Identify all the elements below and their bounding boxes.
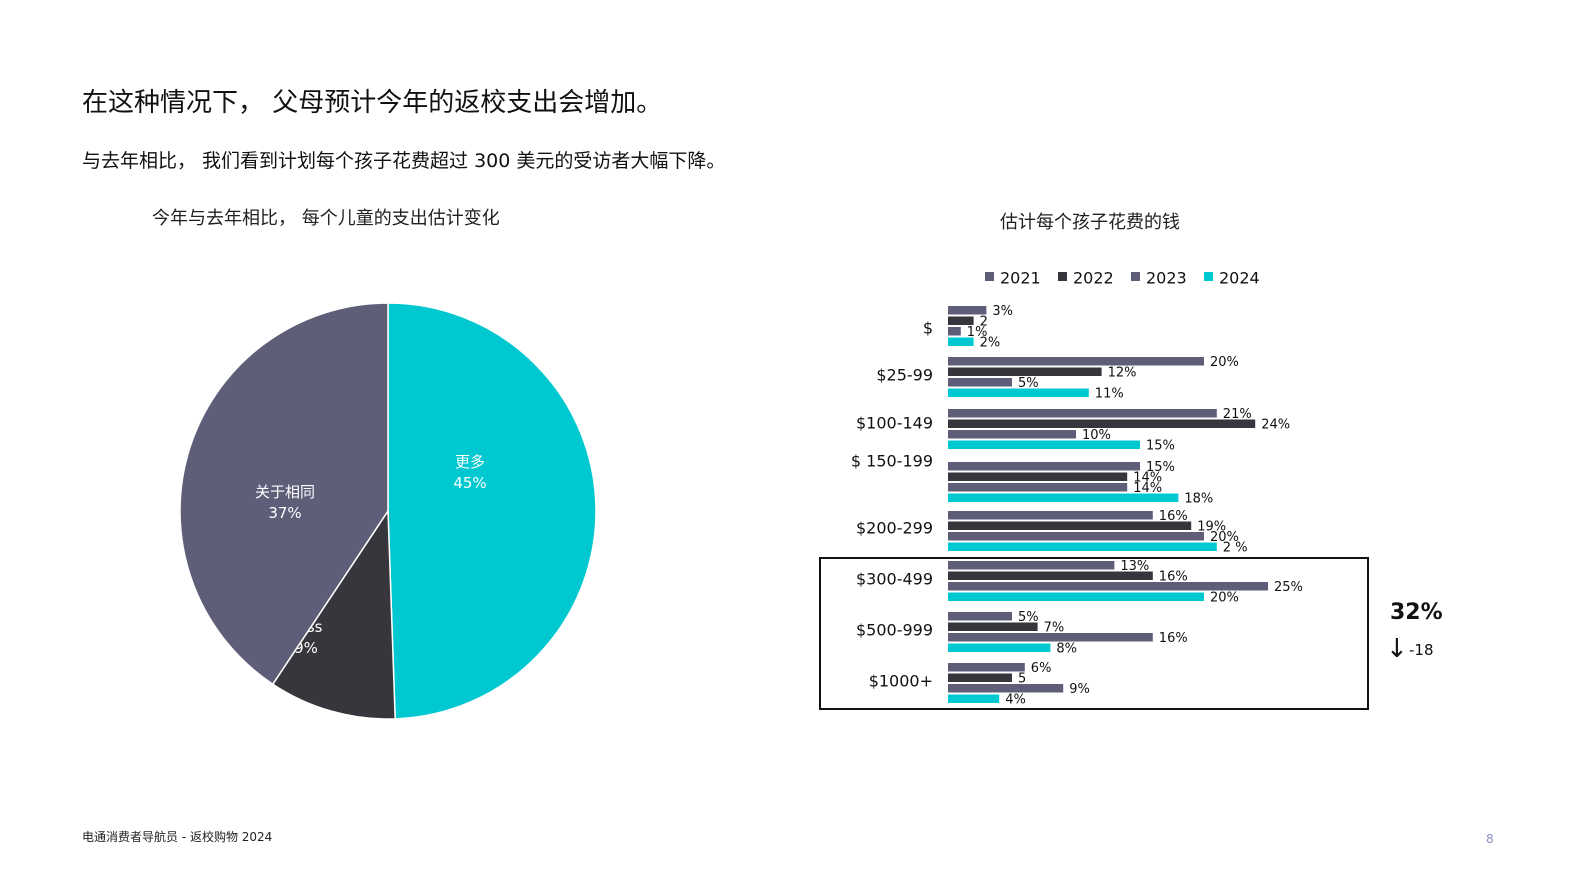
bar-value-label: 13% bbox=[1120, 559, 1149, 574]
legend-swatch bbox=[1058, 272, 1067, 281]
category-label: $500-999 bbox=[856, 621, 933, 640]
callout-change: -18 bbox=[1409, 641, 1434, 659]
pie-slice bbox=[271, 508, 396, 720]
down-arrow-icon: ↓ bbox=[1386, 634, 1408, 664]
bar bbox=[948, 483, 1128, 492]
bar-value-label: 10% bbox=[1082, 428, 1111, 443]
bar bbox=[948, 440, 1140, 449]
pie-slice bbox=[179, 302, 389, 686]
legend-label: 2022 bbox=[1073, 269, 1114, 288]
bar-value-label: 11% bbox=[1095, 386, 1124, 401]
bar-value-label: 16% bbox=[1159, 509, 1188, 524]
bar bbox=[948, 643, 1051, 652]
pie-slice bbox=[387, 302, 597, 720]
category-label: $1000+ bbox=[869, 672, 933, 691]
bar-value-label: 20% bbox=[1210, 530, 1239, 545]
bar bbox=[948, 663, 1025, 672]
bar-chart-title: 估计每个孩子花费的钱 bbox=[1000, 212, 1180, 233]
category-label: $100-149 bbox=[856, 414, 933, 433]
bar bbox=[948, 633, 1153, 642]
pie-chart-title: 今年与去年相比， 每个儿童的支出估计变化 bbox=[152, 208, 500, 229]
bar bbox=[948, 571, 1153, 580]
legend-swatch bbox=[985, 272, 994, 281]
highlight-box bbox=[819, 557, 1369, 710]
footer-text: 电通消费者导航员 - 返校购物 2024 bbox=[82, 830, 273, 844]
legend-label: 2021 bbox=[1000, 269, 1041, 288]
bar-value-label: 2 % bbox=[1223, 540, 1248, 555]
pie-slice-label: 更多 bbox=[455, 453, 485, 471]
bar bbox=[948, 622, 1038, 631]
bar bbox=[948, 561, 1115, 570]
bar-value-label: 16% bbox=[1159, 631, 1188, 646]
bar bbox=[948, 511, 1153, 520]
legend-label: 2024 bbox=[1219, 269, 1260, 288]
bar-value-label: 5% bbox=[1018, 376, 1039, 391]
bar-value-label: 9% bbox=[1069, 682, 1090, 697]
bar bbox=[948, 430, 1076, 439]
bar-value-label: 20% bbox=[1210, 355, 1239, 370]
bar-value-label: 12% bbox=[1108, 365, 1137, 380]
bar bbox=[948, 582, 1268, 591]
bar-value-label: 5 bbox=[1018, 671, 1026, 686]
bar bbox=[948, 612, 1012, 621]
pie-slice-value: 45% bbox=[453, 474, 486, 492]
bar bbox=[948, 694, 1000, 703]
bar-value-label: 21% bbox=[1223, 407, 1252, 422]
bar-value-label: 2% bbox=[980, 335, 1001, 350]
bar bbox=[948, 542, 1217, 551]
bar-value-label: 14% bbox=[1133, 481, 1162, 496]
bar bbox=[948, 521, 1192, 530]
bar-value-label: 5% bbox=[1018, 610, 1039, 625]
bar-value-label: 4% bbox=[1005, 692, 1026, 707]
bar bbox=[948, 493, 1179, 502]
bar bbox=[948, 316, 974, 325]
bar bbox=[948, 462, 1140, 471]
legend-label: 2023 bbox=[1146, 269, 1187, 288]
bar bbox=[948, 532, 1204, 541]
legend-swatch bbox=[1131, 272, 1140, 281]
bar bbox=[948, 592, 1204, 601]
page-number: 8 bbox=[1486, 832, 1494, 846]
category-label: $25-99 bbox=[876, 366, 933, 385]
bar bbox=[948, 409, 1217, 418]
pie-slice-label: 关于相同 bbox=[255, 483, 315, 501]
bar-value-label: 1% bbox=[967, 325, 988, 340]
bar-value-label: 8% bbox=[1056, 641, 1077, 656]
pie-slice-value: 37% bbox=[268, 504, 301, 522]
bar-value-label: 25% bbox=[1274, 580, 1303, 595]
bar bbox=[948, 337, 974, 346]
bar bbox=[948, 306, 987, 315]
bar bbox=[948, 673, 1012, 682]
bar bbox=[948, 684, 1064, 693]
bar-value-label: 15% bbox=[1146, 460, 1175, 475]
bar-value-label: 2 bbox=[980, 314, 988, 329]
category-label: $ 150-199 bbox=[851, 452, 933, 471]
bar-value-label: 14% bbox=[1133, 470, 1162, 485]
bar bbox=[948, 388, 1089, 397]
page-title: 在这种情况下， 父母预计今年的返校支出会增加。 bbox=[82, 88, 663, 118]
page-subtitle: 与去年相比， 我们看到计划每个孩子花费超过 300 美元的受访者大幅下降。 bbox=[82, 150, 726, 172]
category-label: $ bbox=[923, 319, 933, 338]
bar bbox=[948, 419, 1256, 428]
bar bbox=[948, 357, 1204, 366]
bar-value-label: 3% bbox=[992, 304, 1013, 319]
bar-value-label: 15% bbox=[1146, 438, 1175, 453]
bar bbox=[948, 472, 1128, 481]
bar-value-label: 20% bbox=[1210, 590, 1239, 605]
callout-value: 32% bbox=[1390, 600, 1443, 625]
category-label: $200-299 bbox=[856, 519, 933, 538]
bar-value-label: 16% bbox=[1159, 569, 1188, 584]
bar bbox=[948, 327, 961, 336]
bar-value-label: 7% bbox=[1044, 620, 1065, 635]
bar-value-label: 6% bbox=[1031, 661, 1052, 676]
bar bbox=[948, 378, 1012, 387]
bar-value-label: 19% bbox=[1197, 519, 1226, 534]
legend-swatch bbox=[1204, 272, 1213, 281]
category-label: $300-499 bbox=[856, 570, 933, 589]
bar-value-label: 24% bbox=[1261, 417, 1290, 432]
bar-value-label: 18% bbox=[1184, 491, 1213, 506]
bar bbox=[948, 367, 1102, 376]
